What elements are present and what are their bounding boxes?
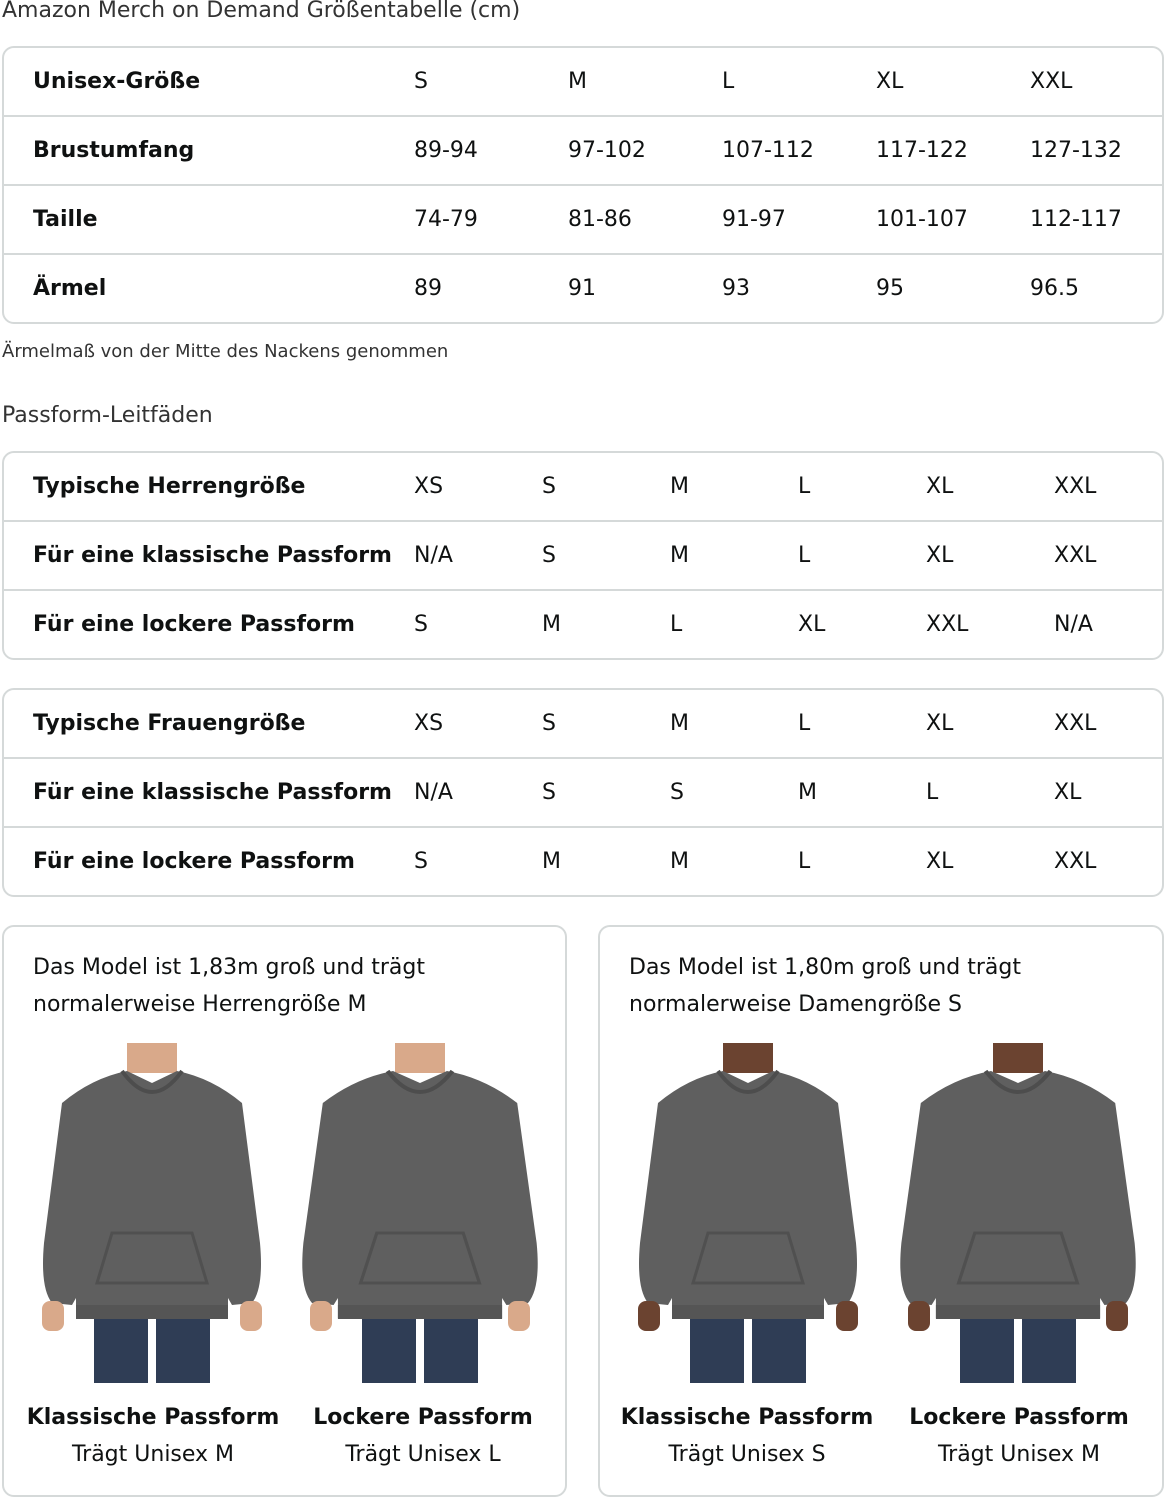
table-cell: 93 [722, 276, 750, 301]
table-cell: XL [1054, 780, 1082, 805]
table-cell: M [542, 849, 561, 874]
table-row: Unisex-Größe S M L XL XXL [4, 48, 1162, 115]
table-cell: 101-107 [876, 207, 968, 232]
row-label: Für eine lockere Passform [33, 612, 355, 637]
classic-fit-model-image [628, 1043, 868, 1383]
table-cell: XL [798, 612, 826, 637]
table-row: Taille 74-79 81-86 91-97 101-107 112-117 [4, 184, 1162, 253]
table-cell: XL [926, 849, 954, 874]
row-label: Für eine klassische Passform [33, 543, 392, 568]
table-cell: 112-117 [1030, 207, 1122, 232]
table-row: Typische Frauengröße XS S M L XL XXL [4, 690, 1162, 757]
table-cell: XXL [1030, 69, 1073, 94]
table-cell: S [542, 711, 556, 736]
women-model-card: Das Model ist 1,80m groß und trägt norma… [598, 925, 1164, 1497]
table-cell: M [670, 849, 689, 874]
table-row: Brustumfang 89-94 97-102 107-112 117-122 127-… [4, 115, 1162, 184]
row-label: Brustumfang [33, 138, 195, 163]
fit-label: Klassische Passform [620, 1405, 874, 1430]
table-cell: XS [414, 474, 444, 499]
table-cell: L [798, 711, 811, 736]
table-cell: S [542, 543, 556, 568]
table-cell: N/A [414, 543, 453, 568]
table-row: Für eine klassische Passform N/A S M L XL XXL [4, 520, 1162, 589]
table-row: Für eine lockere Passform S M L XL XXL N/A [4, 589, 1162, 658]
table-cell: 89-94 [414, 138, 478, 163]
unisex-size-table: Unisex-Größe S M L XL XXL Brustumfang 89-94 97-1… [2, 46, 1164, 324]
table-cell: M [670, 543, 689, 568]
fit-size-worn: Trägt Unisex S [668, 1442, 826, 1467]
fit-guide-title: Passform-Leitfäden [2, 403, 213, 428]
table-cell: XXL [1054, 543, 1097, 568]
table-cell: XXL [926, 612, 969, 637]
men-fit-table: Typische Herrengröße XS S M L XL XXL Für eine k… [2, 451, 1164, 660]
men-model-card: Das Model ist 1,83m groß und trägt norma… [2, 925, 567, 1497]
table-cell: S [542, 474, 556, 499]
table-cell: XL [926, 711, 954, 736]
table-cell: L [798, 474, 811, 499]
table-cell: S [414, 849, 428, 874]
row-label: Typische Frauengröße [33, 711, 306, 736]
women-fit-table: Typische Frauengröße XS S M L XL XXL Für eine k… [2, 688, 1164, 897]
relaxed-fit-model-image [300, 1043, 540, 1383]
table-cell: XL [926, 474, 954, 499]
table-row: Ärmel 89 91 93 95 96.5 [4, 253, 1162, 322]
table-cell: M [798, 780, 817, 805]
row-label: Typische Herrengröße [33, 474, 306, 499]
fit-label: Lockere Passform [313, 1405, 533, 1430]
table-cell: 91-97 [722, 207, 786, 232]
table-cell: 91 [568, 276, 596, 301]
table-cell: XXL [1054, 849, 1097, 874]
table-cell: L [926, 780, 939, 805]
fit-label: Klassische Passform [26, 1405, 280, 1430]
fit-size-worn: Trägt Unisex M [937, 1442, 1101, 1467]
table-cell: L [670, 612, 683, 637]
table-row: Für eine lockere Passform S M M L XL XXL [4, 826, 1162, 895]
table-row: Für eine klassische Passform N/A S S M L XL [4, 757, 1162, 826]
table-cell: XXL [1054, 711, 1097, 736]
table-cell: S [542, 780, 556, 805]
table-cell: N/A [414, 780, 453, 805]
fit-size-worn: Trägt Unisex L [345, 1442, 501, 1467]
relaxed-fit-model-image [898, 1043, 1138, 1383]
table-cell: 95 [876, 276, 904, 301]
row-label: Taille [33, 207, 98, 232]
classic-fit-model-image [32, 1043, 272, 1383]
table-cell: S [670, 780, 684, 805]
table-cell: XS [414, 711, 444, 736]
fit-size-worn: Trägt Unisex M [71, 1442, 235, 1467]
sleeve-note: Ärmelmaß von der Mitte des Nackens genom… [2, 341, 449, 362]
model-caption: Das Model ist 1,83m groß und trägt norma… [33, 955, 425, 1017]
table-cell: 117-122 [876, 138, 968, 163]
table-row: Typische Herrengröße XS S M L XL XXL [4, 453, 1162, 520]
table-cell: L [798, 543, 811, 568]
table-cell: N/A [1054, 612, 1093, 637]
table-cell: M [670, 474, 689, 499]
page-title: Amazon Merch on Demand Größentabelle (cm… [2, 0, 521, 23]
model-caption: Das Model ist 1,80m groß und trägt norma… [629, 955, 1021, 1017]
table-cell: L [798, 849, 811, 874]
row-label: Für eine klassische Passform [33, 780, 392, 805]
table-cell: XL [926, 543, 954, 568]
table-cell: 96.5 [1030, 276, 1079, 301]
table-cell: L [722, 69, 735, 94]
row-label: Ärmel [33, 276, 107, 301]
table-cell: S [414, 69, 428, 94]
table-cell: XXL [1054, 474, 1097, 499]
table-cell: 127-132 [1030, 138, 1122, 163]
table-cell: 97-102 [568, 138, 646, 163]
table-cell: 81-86 [568, 207, 632, 232]
table-cell: M [568, 69, 587, 94]
table-cell: M [542, 612, 561, 637]
row-label: Für eine lockere Passform [33, 849, 355, 874]
table-cell: 107-112 [722, 138, 814, 163]
fit-label: Lockere Passform [909, 1405, 1129, 1430]
table-cell: 74-79 [414, 207, 478, 232]
row-label: Unisex-Größe [33, 69, 201, 94]
table-cell: S [414, 612, 428, 637]
table-cell: XL [876, 69, 904, 94]
table-cell: M [670, 711, 689, 736]
table-cell: 89 [414, 276, 442, 301]
